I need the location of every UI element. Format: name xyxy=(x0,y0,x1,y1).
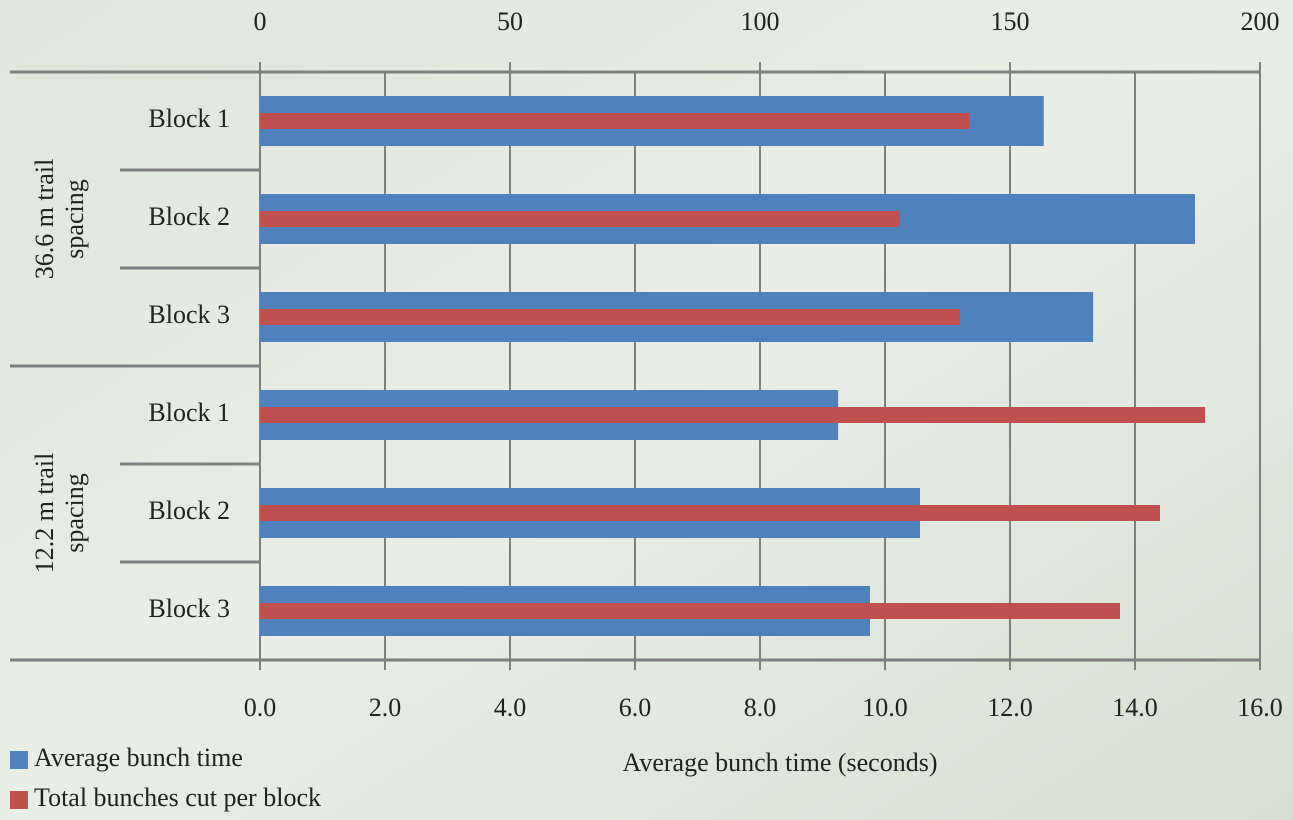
bar xyxy=(260,505,1160,521)
category-label: Block 1 xyxy=(148,104,230,133)
x2-tick-label: 200 xyxy=(1241,7,1280,36)
x-tick-label: 4.0 xyxy=(494,693,527,722)
x-tick-label: 10.0 xyxy=(862,693,908,722)
category-label: Block 2 xyxy=(148,202,230,231)
legend-label: Average bunch time xyxy=(34,743,243,772)
legend-swatch xyxy=(10,751,28,769)
group-label-line: 36.6 m trail xyxy=(30,159,59,280)
category-label: Block 3 xyxy=(148,594,230,623)
x-tick-label: 14.0 xyxy=(1112,693,1158,722)
x-tick-label: 8.0 xyxy=(744,693,777,722)
category-label: Block 3 xyxy=(148,300,230,329)
x-tick-label: 16.0 xyxy=(1237,693,1283,722)
bar xyxy=(260,113,970,129)
category-label: Block 1 xyxy=(148,398,230,427)
bar xyxy=(260,211,900,227)
x-tick-label: 6.0 xyxy=(619,693,652,722)
bar xyxy=(260,407,1205,423)
x-tick-label: 12.0 xyxy=(987,693,1033,722)
category-label: Block 2 xyxy=(148,496,230,525)
legend-swatch xyxy=(10,791,28,809)
group-label-line: spacing xyxy=(60,473,89,552)
x2-tick-label: 150 xyxy=(991,7,1030,36)
x2-tick-label: 100 xyxy=(741,7,780,36)
group-label-line: spacing xyxy=(60,179,89,258)
group-label-line: 12.2 m trail xyxy=(30,453,59,574)
group-label: 36.6 m trailspacing xyxy=(30,159,89,280)
group-label: 12.2 m trailspacing xyxy=(30,453,89,574)
x-tick-label: 2.0 xyxy=(369,693,402,722)
x-tick-label: 0.0 xyxy=(244,693,277,722)
bar xyxy=(260,603,1120,619)
x2-tick-label: 50 xyxy=(497,7,523,36)
x-axis-title: Average bunch time (seconds) xyxy=(622,748,937,777)
bar xyxy=(260,309,960,325)
legend-label: Total bunches cut per block xyxy=(34,783,321,812)
x2-tick-label: 0 xyxy=(254,7,267,36)
